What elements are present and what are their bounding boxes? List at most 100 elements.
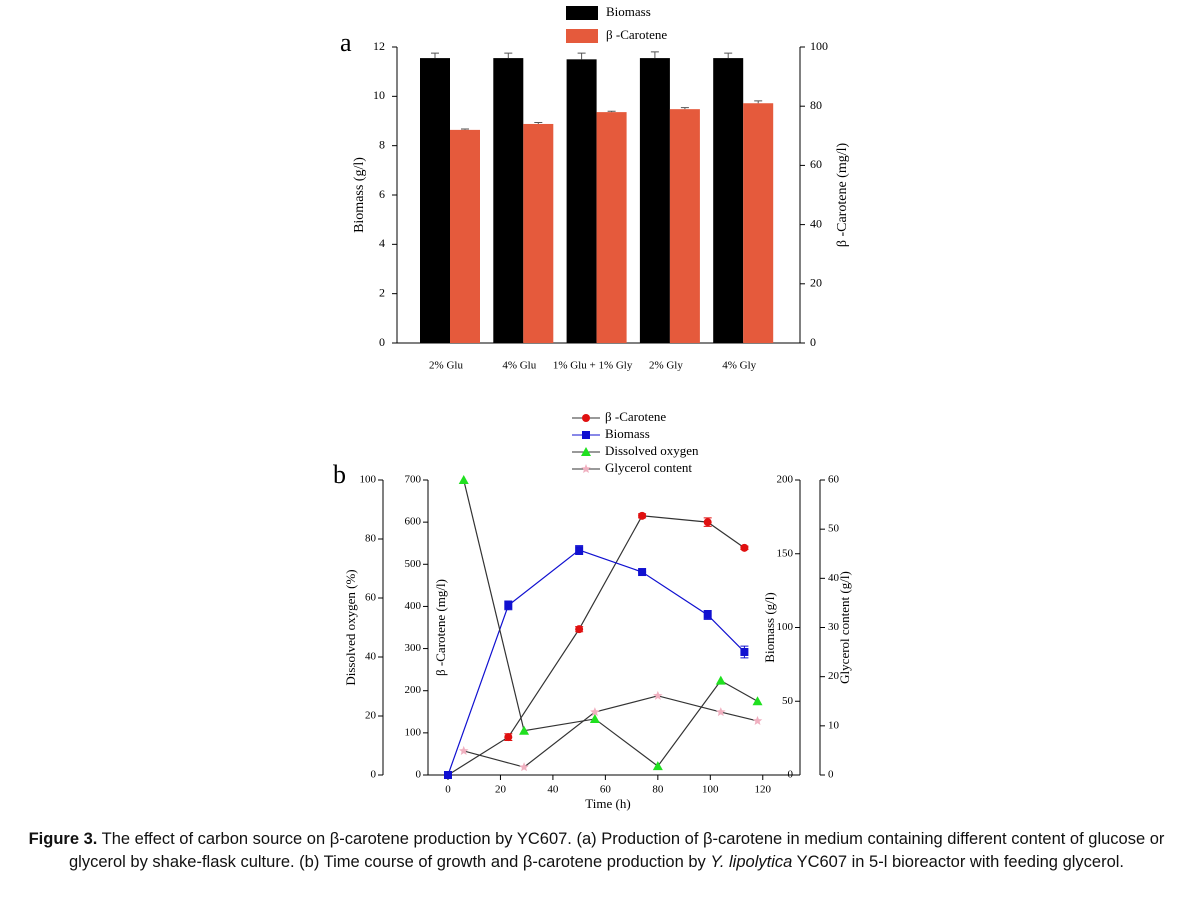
y-tick-label: 0 [379,335,385,349]
marker [703,518,712,527]
y4-tick-label: 10 [828,719,840,731]
legend-label: Biomass [605,426,650,441]
panel-label: a [340,28,352,57]
marker [582,414,590,422]
x-tick-label: 4% Gly [722,360,756,372]
marker [458,745,469,755]
y2-tick-label: 80 [810,98,822,112]
legend-label: Glycerol content [605,460,692,475]
x-axis-title: Time (h) [585,796,630,811]
y2-tick-label: 40 [810,216,822,230]
error-bar [504,52,513,59]
y-axis-title: Biomass (g/l) [352,157,367,233]
caption-text: The effect of carbon source on β-caroten… [68,830,1165,871]
marker [589,713,600,723]
marker [638,511,647,520]
legend-swatch [566,29,598,43]
marker [752,715,763,725]
y3-tick-label: 100 [360,474,377,486]
y-tick-label: 8 [379,137,385,151]
y4-tick-label: 50 [828,523,840,535]
bar [743,103,774,344]
y-tick-label: 600 [405,516,422,528]
y-tick-label: 10 [373,88,385,102]
y2-tick-label: 0 [810,335,816,349]
legend-label: Biomass [606,4,651,19]
bar [596,112,627,344]
y-tick-label: 200 [405,684,422,696]
legend-label: Dissolved oxygen [605,443,699,458]
x-tick-label: 4% Glu [502,360,536,372]
y3-tick-label: 0 [371,769,377,781]
y4-tick-label: 40 [828,572,840,584]
x-tick-label: 80 [652,784,664,796]
y-tick-label: 500 [405,558,422,570]
marker [519,762,529,772]
error-bar [534,121,543,124]
y2-tick-label: 150 [777,547,794,559]
error-bar [754,100,763,104]
bar [450,129,480,343]
legend-label: β -Carotene [606,27,667,42]
marker [504,601,513,610]
error-bar [650,51,659,59]
marker [715,675,726,685]
marker [716,707,726,717]
x-tick-label: 20 [495,784,507,796]
y3-tick-label: 20 [365,710,377,722]
panel-label: b [333,460,346,489]
marker [590,707,600,717]
bar [523,123,554,344]
y3-tick-label: 60 [365,592,377,604]
y-tick-label: 700 [405,474,422,486]
bar [566,59,597,343]
marker [581,464,591,474]
y-tick-label: 100 [405,726,422,738]
bar [420,58,450,343]
caption: Figure 3. The effect of carbon source on… [10,828,1183,874]
error-bar [577,52,586,60]
y-tick-label: 0 [416,769,422,781]
y4-tick-label: 20 [828,670,840,682]
y2-tick-label: 20 [810,276,822,290]
y4-tick-label: 30 [828,621,840,633]
marker [653,690,663,700]
y2-tick-label: 100 [810,39,828,53]
caption-label: Figure 3. [28,830,98,848]
y4-axis-title: Glycerol content (g/l) [837,571,852,684]
error-bar [607,110,616,113]
marker [519,725,530,735]
error-bar [724,52,733,59]
error-bar [431,52,439,59]
legend-swatch [566,6,598,20]
series-line [463,695,758,768]
marker [652,761,663,771]
marker [740,647,749,656]
error-bar [680,107,689,110]
y2-tick-label: 200 [777,474,794,486]
y-axis-title: β -Carotene (mg/l) [433,579,448,676]
y2-tick-label: 100 [777,621,794,633]
x-tick-label: 40 [547,784,559,796]
series-line [463,479,758,767]
y2-tick-label: 50 [782,695,794,707]
marker [458,475,469,484]
legend-label: β -Carotene [605,409,666,424]
y-tick-label: 4 [379,236,385,250]
x-tick-label: 120 [755,784,772,796]
bar [639,58,670,343]
x-tick-label: 1% Glu + 1% Gly [553,360,633,372]
x-tick-label: 100 [702,784,719,796]
marker [703,610,712,619]
marker [575,625,584,634]
y-tick-label: 400 [405,600,422,612]
bar [713,58,744,343]
series-line [447,515,745,776]
y-tick-label: 12 [373,39,385,53]
marker [443,771,452,779]
y2-axis-title: Biomass (g/l) [762,592,777,662]
y2-axis-title: β -Carotene (mg/l) [835,143,850,248]
marker [582,431,590,439]
caption-text: YC607 in 5-l bioreactor with feeding gly… [792,853,1125,871]
